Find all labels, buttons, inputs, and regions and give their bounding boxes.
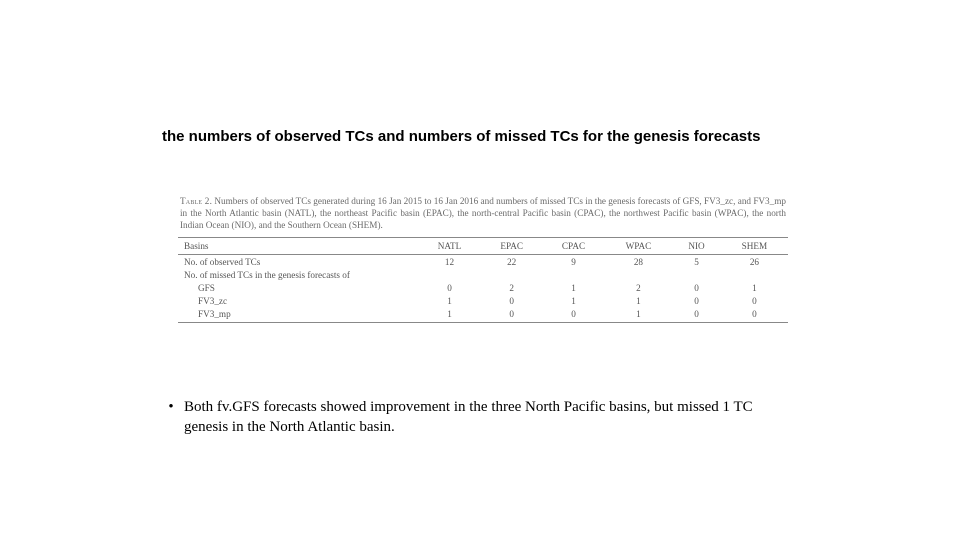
row-label: No. of missed TCs in the genesis forecas…: [178, 268, 418, 281]
table-block: Table 2. Numbers of observed TCs generat…: [178, 195, 788, 323]
cell: 1: [418, 294, 481, 307]
cell: 12: [418, 255, 481, 269]
cell: 0: [721, 307, 788, 322]
row-label: FV3_zc: [178, 294, 418, 307]
table-col-5: SHEM: [721, 238, 788, 255]
cell: 26: [721, 255, 788, 269]
row-label: No. of observed TCs: [178, 255, 418, 269]
table-row: No. of missed TCs in the genesis forecas…: [178, 268, 788, 281]
cell: 0: [542, 307, 604, 322]
table-col-4: NIO: [672, 238, 721, 255]
bullet-marker-icon: •: [158, 398, 184, 418]
table-col-3: WPAC: [605, 238, 672, 255]
table-row: No. of observed TCs 12 22 9 28 5 26: [178, 255, 788, 269]
cell: 1: [542, 294, 604, 307]
cell: 0: [672, 294, 721, 307]
cell: [605, 268, 672, 281]
cell: 9: [542, 255, 604, 269]
row-label: GFS: [178, 281, 418, 294]
table-col-2: CPAC: [542, 238, 604, 255]
row-label: FV3_mp: [178, 307, 418, 322]
cell: 0: [672, 307, 721, 322]
table-caption-leader: Table 2.: [180, 196, 212, 206]
table-header-rowlabel: Basins: [178, 238, 418, 255]
table-row: FV3_zc 1 0 1 1 0 0: [178, 294, 788, 307]
cell: [542, 268, 604, 281]
cell: [481, 268, 542, 281]
cell: 0: [721, 294, 788, 307]
cell: 1: [605, 307, 672, 322]
cell: 28: [605, 255, 672, 269]
cell: 5: [672, 255, 721, 269]
bullet-text: Both fv.GFS forecasts showed improvement…: [184, 398, 798, 437]
cell: 0: [418, 281, 481, 294]
table-col-0: NATL: [418, 238, 481, 255]
bullet-item: • Both fv.GFS forecasts showed improveme…: [158, 398, 798, 437]
cell: 1: [721, 281, 788, 294]
cell: [721, 268, 788, 281]
cell: 2: [605, 281, 672, 294]
table-col-1: EPAC: [481, 238, 542, 255]
cell: 0: [672, 281, 721, 294]
cell: 22: [481, 255, 542, 269]
cell: [672, 268, 721, 281]
table-caption-text: Numbers of observed TCs generated during…: [180, 196, 786, 230]
cell: 2: [481, 281, 542, 294]
bullet-list: • Both fv.GFS forecasts showed improveme…: [158, 398, 798, 437]
cell: 1: [605, 294, 672, 307]
page-title: the numbers of observed TCs and numbers …: [162, 128, 760, 145]
table-row: FV3_mp 1 0 0 1 0 0: [178, 307, 788, 322]
cell: 0: [481, 294, 542, 307]
cell: 1: [542, 281, 604, 294]
cell: 0: [481, 307, 542, 322]
cell: 1: [418, 307, 481, 322]
data-table: Basins NATL EPAC CPAC WPAC NIO SHEM No. …: [178, 237, 788, 323]
cell: [418, 268, 481, 281]
table-row: GFS 0 2 1 2 0 1: [178, 281, 788, 294]
table-caption: Table 2. Numbers of observed TCs generat…: [178, 195, 788, 231]
table-header-row: Basins NATL EPAC CPAC WPAC NIO SHEM: [178, 238, 788, 255]
